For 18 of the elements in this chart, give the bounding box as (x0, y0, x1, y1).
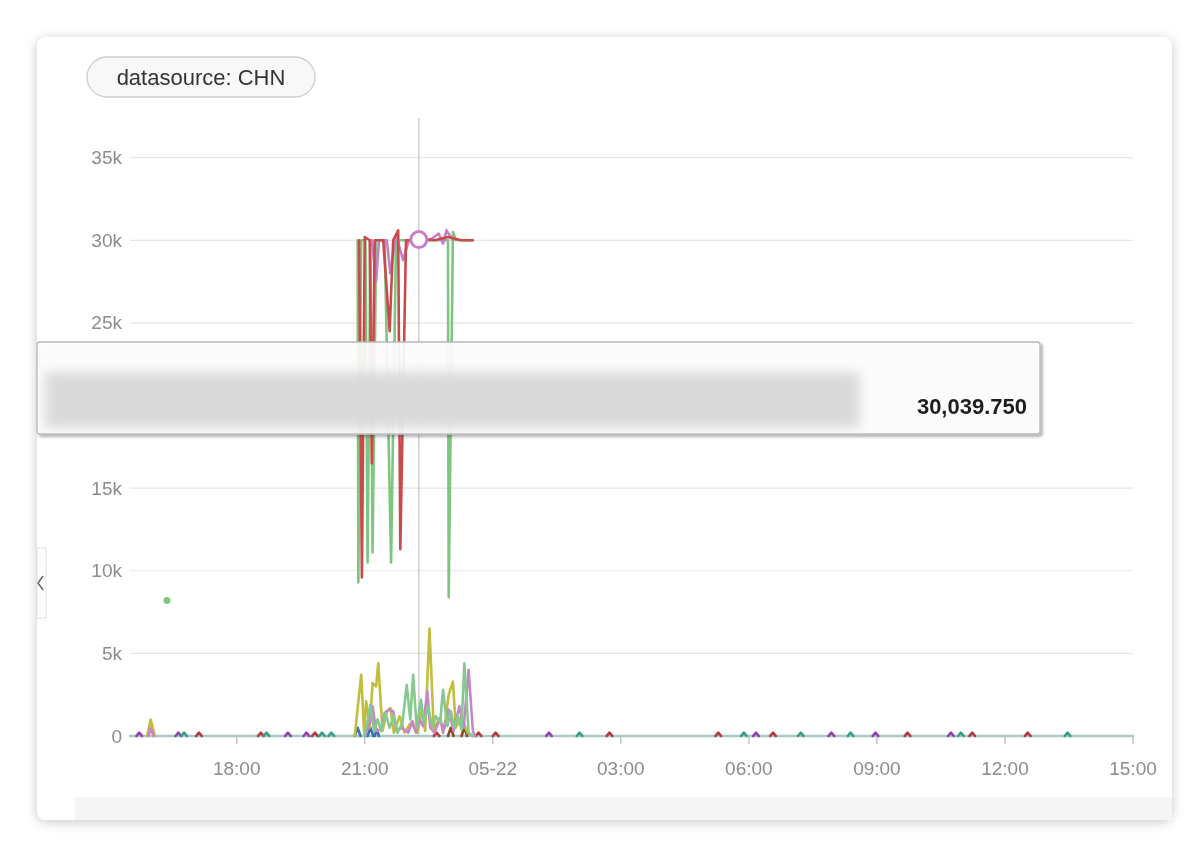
y-tick-label: 30k (91, 229, 123, 251)
y-tick-label: 10k (91, 560, 123, 582)
y-tick-label: 5k (101, 642, 123, 664)
x-tick-label: 06:00 (725, 757, 773, 779)
x-tick-label: 12:00 (981, 757, 1029, 779)
chart-title: datasource: CHN (116, 64, 286, 90)
y-tick-label: 15k (91, 477, 123, 499)
y-tick-label: 0 (111, 725, 122, 747)
line-series (362, 661, 475, 738)
y-tick-label: 25k (91, 312, 123, 334)
x-tick-label: 05-22 (468, 757, 518, 779)
x-tick-label: 03:00 (597, 757, 645, 779)
x-tick-label: 18:00 (212, 757, 261, 779)
annotation: 30,039.750 (916, 393, 1027, 419)
x-tick-label: 09:00 (853, 757, 901, 779)
x-tick-label: 15:00 (1109, 757, 1157, 779)
x-tick-label: 21:00 (340, 757, 389, 779)
y-tick-label: 35k (91, 147, 123, 169)
